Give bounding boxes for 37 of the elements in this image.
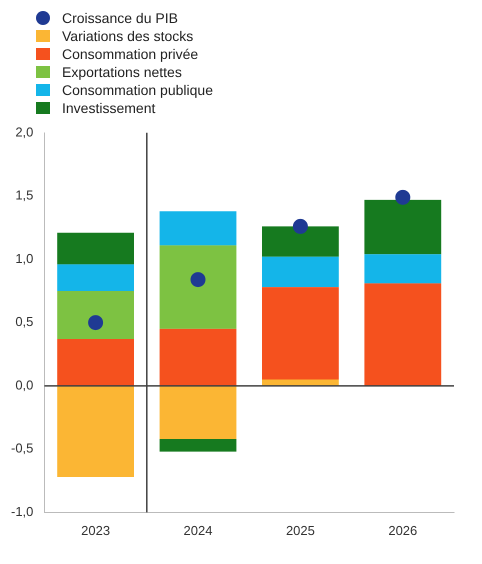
y-tick-label: 1,0 <box>15 250 34 266</box>
bar <box>364 254 442 284</box>
y-tick-label: 0,5 <box>15 314 34 330</box>
point <box>292 218 308 234</box>
x-tick-label: 2023 <box>81 522 110 538</box>
bar <box>160 245 236 329</box>
y-tick-label: -0,5 <box>10 440 34 456</box>
bar <box>364 200 442 254</box>
legend-label: Investissement <box>62 100 156 116</box>
bar <box>160 439 236 452</box>
legend-label: Variations des stocks <box>62 28 194 44</box>
legend-label: Croissance du PIB <box>62 10 178 26</box>
x-tick-label: 2026 <box>388 522 418 538</box>
y-tick-label: 0,0 <box>15 377 34 392</box>
bar <box>57 386 134 477</box>
bar <box>262 256 339 288</box>
bar <box>160 328 236 386</box>
point <box>395 190 410 205</box>
legend-label: Consommation privée <box>62 46 198 62</box>
x-tick-label: 2024 <box>184 522 212 538</box>
point <box>88 315 104 330</box>
y-tick-label: 1,5 <box>15 188 34 203</box>
y-tick-label: -1,0 <box>10 504 34 519</box>
bar <box>364 283 442 386</box>
legend-label: Consommation publique <box>62 82 213 98</box>
bar <box>262 226 339 257</box>
legend-label: Exportations nettes <box>62 64 182 80</box>
bar <box>57 232 134 264</box>
bar <box>160 211 236 246</box>
point <box>190 272 206 288</box>
x-tick-label: 2025 <box>286 522 315 538</box>
bar <box>57 264 134 291</box>
bar <box>57 339 134 386</box>
bar <box>262 287 339 380</box>
y-tick-label: 2,0 <box>15 124 34 140</box>
bar <box>160 386 236 440</box>
bar <box>57 290 134 340</box>
